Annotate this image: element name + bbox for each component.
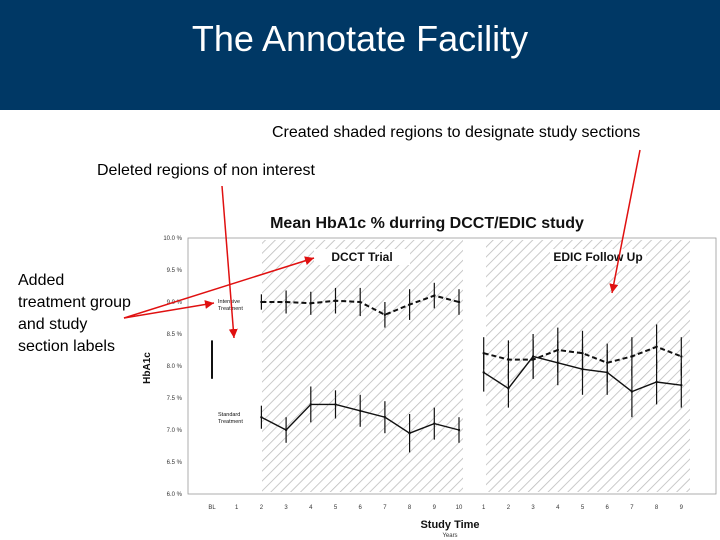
arrow-to-dcct-region xyxy=(221,185,238,339)
data-point-intensive-dcct xyxy=(383,313,387,316)
data-point-intensive-edic xyxy=(680,355,683,358)
data-point-standard-dcct xyxy=(457,428,461,432)
annotation-deleted-regions: Deleted regions of non interest xyxy=(97,162,315,179)
data-point-intensive-dcct xyxy=(408,303,411,306)
x-tick-label: 3 xyxy=(284,505,288,511)
shaded-region-edic xyxy=(486,240,690,492)
data-point-standard-edic xyxy=(630,390,634,393)
x-tick-label: 7 xyxy=(630,505,634,511)
group-label-intensive-2: Treatment xyxy=(218,306,243,312)
x-tick-label: BL xyxy=(208,505,216,511)
x-tick-label: 5 xyxy=(581,505,585,511)
series-line-intensive-edic xyxy=(483,345,682,364)
y-tick-label: 9.0 % xyxy=(167,300,183,306)
data-point-standard-edic xyxy=(531,355,535,358)
y-tick-label: 8.5 % xyxy=(167,332,183,338)
data-point-standard-dcct xyxy=(433,422,436,425)
group-label-intensive: Intensive xyxy=(218,299,240,305)
x-tick-label: 4 xyxy=(556,505,560,511)
data-point-standard-dcct xyxy=(383,416,387,419)
x-tick-label: 10 xyxy=(456,505,463,511)
arrow-to-intensive-label xyxy=(123,300,215,319)
group-label-standard: Standard xyxy=(218,412,240,418)
x-tick-label: 2 xyxy=(260,505,264,511)
data-point-intensive-dcct xyxy=(334,299,337,302)
arrow-to-edic-region xyxy=(609,149,641,294)
x-tick-label: 3 xyxy=(531,505,535,511)
data-point-standard-edic xyxy=(556,361,559,364)
data-point-standard-edic xyxy=(680,384,683,387)
y-tick-label: 7.0 % xyxy=(167,428,183,434)
y-tick-label: 6.0 % xyxy=(167,492,183,498)
data-point-standard-edic xyxy=(655,380,658,384)
data-point-intensive-edic xyxy=(507,358,510,361)
data-point-standard-dcct xyxy=(260,416,263,419)
y-axis-label: HbA1c xyxy=(142,352,153,384)
section-label-bg xyxy=(314,249,410,265)
y-tick-label: 9.5 % xyxy=(167,268,183,274)
data-point-intensive-dcct xyxy=(457,300,461,304)
x-tick-label: 8 xyxy=(655,505,659,511)
data-point-intensive-dcct xyxy=(433,294,436,297)
chart-title: Mean HbA1c % durring DCCT/EDIC study xyxy=(270,215,584,232)
data-point-intensive-edic xyxy=(655,345,658,348)
x-tick-label: 8 xyxy=(408,505,412,511)
x-tick-label: 1 xyxy=(482,505,486,511)
annotation-added-labels: Added treatment group and study section … xyxy=(18,272,131,355)
data-point-standard-edic xyxy=(507,387,510,390)
slide-header xyxy=(0,0,720,110)
section-label: DCCT Trial xyxy=(331,250,392,264)
x-tick-label: 7 xyxy=(383,505,387,511)
data-point-intensive-dcct xyxy=(309,302,312,305)
data-point-standard-dcct xyxy=(408,432,411,435)
data-point-standard-edic xyxy=(581,368,584,371)
section-label-bg xyxy=(550,249,646,265)
section-label: EDIC Follow Up xyxy=(553,250,642,264)
data-point-standard-dcct xyxy=(359,409,362,412)
y-tick-label: 8.0 % xyxy=(167,364,183,370)
data-point-standard-edic xyxy=(482,371,485,374)
group-label-standard-2: Treatment xyxy=(218,419,243,425)
x-axis-sublabel: Years xyxy=(442,533,457,539)
x-tick-label: 9 xyxy=(433,505,437,511)
annotation-shaded-regions: Created shaded regions to designate stud… xyxy=(272,124,641,141)
y-tick-label: 7.5 % xyxy=(167,396,183,402)
x-tick-label: 1 xyxy=(235,505,239,511)
data-point-standard-dcct xyxy=(309,403,312,406)
x-tick-label: 2 xyxy=(507,505,511,511)
data-point-intensive-dcct xyxy=(284,300,288,304)
data-point-standard-edic xyxy=(606,371,609,374)
data-point-intensive-dcct xyxy=(260,300,263,304)
data-point-intensive-dcct xyxy=(359,300,362,304)
x-tick-label: 6 xyxy=(606,505,610,511)
arrow-to-dcct-label xyxy=(123,256,315,319)
x-tick-label: 4 xyxy=(309,505,313,511)
y-tick-label: 10.0 % xyxy=(163,236,182,242)
y-tick-label: 6.5 % xyxy=(167,460,183,466)
x-axis-label: Study Time xyxy=(420,519,479,531)
slide-title: The Annotate Facility xyxy=(191,18,529,59)
x-tick-label: 6 xyxy=(359,505,363,511)
data-point-standard-dcct xyxy=(334,403,337,406)
x-tick-label: 5 xyxy=(334,505,338,511)
shaded-region-dcct xyxy=(262,240,463,492)
data-point-intensive-edic xyxy=(630,355,634,358)
data-point-standard-dcct xyxy=(284,428,288,432)
annotation-arrows xyxy=(123,149,641,339)
x-tick-label: 9 xyxy=(680,505,684,511)
